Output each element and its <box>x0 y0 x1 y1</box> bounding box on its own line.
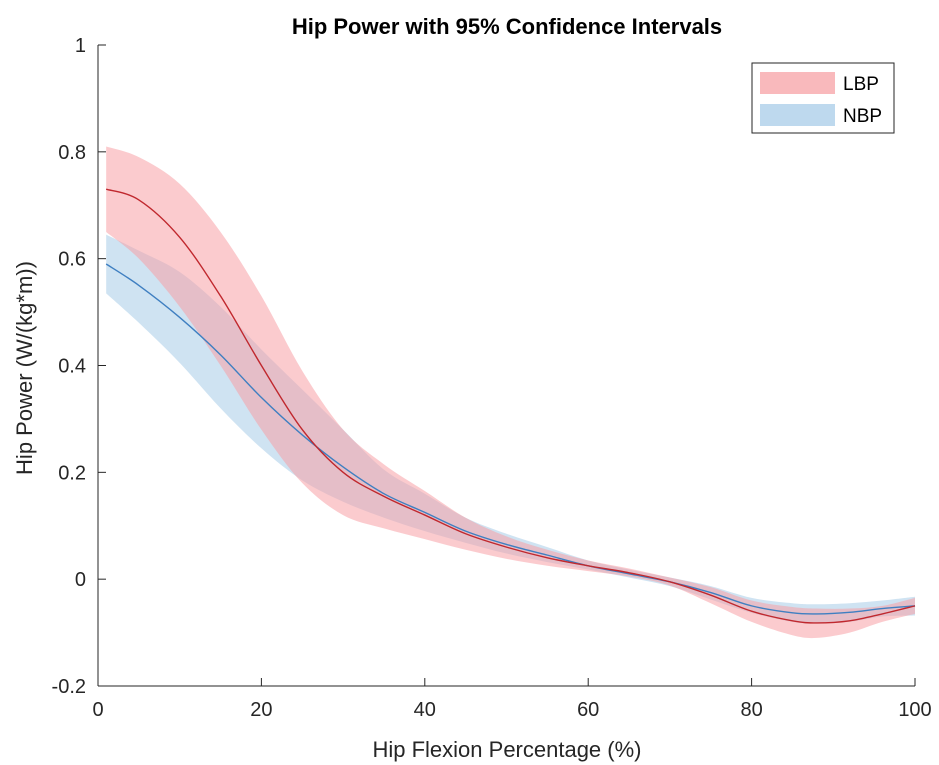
y-tick-label: 0 <box>75 569 86 591</box>
x-tick-label: 40 <box>414 699 436 721</box>
legend-label-nbp: NBP <box>843 106 882 127</box>
y-tick-label: 0.6 <box>58 249 86 271</box>
x-axis-label: Hip Flexion Percentage (%) <box>372 737 641 762</box>
axes: 0 20 40 60 80 100 -0.2 0 0.2 0.4 0.6 0.8 1 <box>52 35 932 721</box>
mean-lines <box>105 188 916 624</box>
y-tick-label: 1 <box>75 35 86 57</box>
y-tick-label: 0.8 <box>58 142 86 164</box>
line-lbp <box>105 188 916 624</box>
band-lbp <box>106 146 916 639</box>
x-tick-label: 20 <box>250 699 272 721</box>
legend: LBP NBP <box>751 62 895 134</box>
confidence-bands <box>106 146 916 639</box>
x-tick-label: 60 <box>577 699 599 721</box>
legend-swatch-nbp <box>760 104 835 126</box>
x-tick-label: 0 <box>92 699 103 721</box>
y-tick-label: -0.2 <box>52 676 86 698</box>
line-nbp <box>105 263 916 615</box>
y-axis-label: Hip Power (W/(kg*m)) <box>12 261 37 475</box>
legend-label-lbp: LBP <box>843 74 879 95</box>
legend-swatch-lbp <box>760 72 835 94</box>
chart-title: Hip Power with 95% Confidence Intervals <box>292 14 722 39</box>
y-tick-label: 0.2 <box>58 462 86 484</box>
y-tick-label: 0.4 <box>58 356 86 378</box>
x-tick-label: 100 <box>898 699 931 721</box>
x-tick-label: 80 <box>740 699 762 721</box>
